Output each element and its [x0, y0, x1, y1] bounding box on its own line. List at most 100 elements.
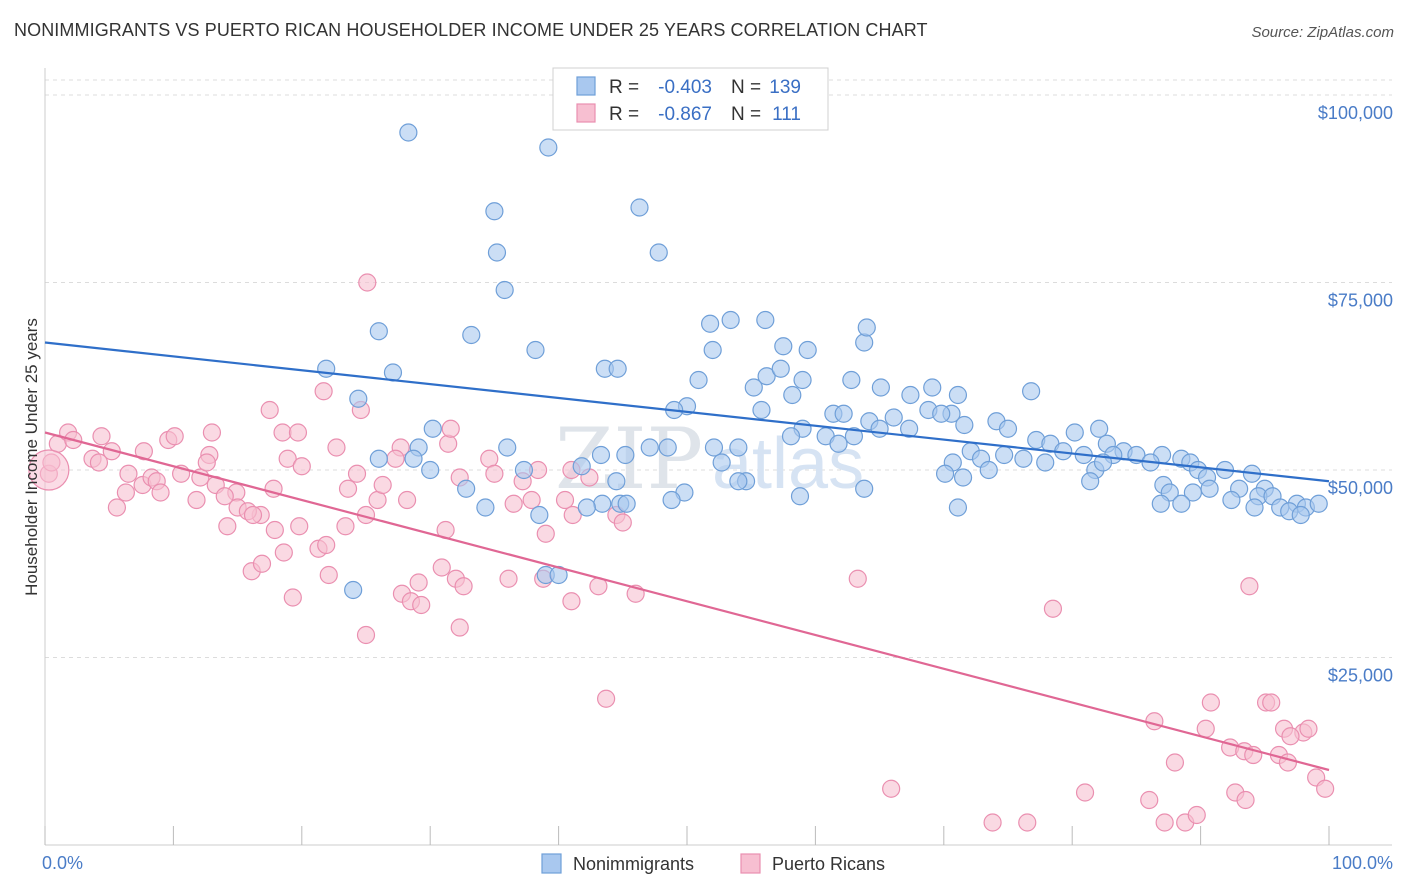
nonimmigrants-point	[640, 438, 659, 457]
nonimmigrants-point	[790, 487, 810, 506]
nonimmigrants-point	[404, 449, 423, 468]
nonimmigrants-point	[793, 370, 812, 390]
puerto-ricans-point	[1299, 719, 1318, 738]
nonimmigrants-point	[498, 438, 517, 457]
nonimmigrants-point	[476, 498, 495, 517]
nonimmigrants-point	[593, 494, 612, 513]
nonimmigrants-point	[1036, 453, 1055, 472]
nonimmigrants-point	[577, 498, 596, 517]
puerto-ricans-point	[439, 434, 458, 453]
legend-n-label: N =	[731, 77, 761, 98]
nonimmigrants-point	[617, 494, 636, 513]
nonimmigrants-point	[649, 243, 668, 262]
bottom-legend-swatch	[541, 853, 562, 874]
nonimmigrants-point	[935, 464, 955, 483]
puerto-ricans-point	[373, 475, 392, 495]
nonimmigrants-points	[317, 123, 1328, 600]
nonimmigrants-point	[829, 434, 848, 453]
legend-r-value: -0.403	[658, 77, 712, 98]
nonimmigrants-point	[1245, 498, 1264, 517]
nonimmigrants-point	[834, 404, 853, 423]
nonimmigrants-point	[1065, 423, 1084, 442]
puerto-ricans-point	[1155, 813, 1174, 832]
y-tick-label: $25,000	[1328, 666, 1393, 686]
nonimmigrants-point	[757, 367, 776, 386]
puerto-ricans-point	[292, 457, 311, 476]
nonimmigrants-point	[1151, 494, 1170, 513]
y-tick-label: $50,000	[1328, 478, 1393, 498]
nonimmigrants-point	[1291, 505, 1310, 525]
puerto-ricans-point	[562, 592, 581, 611]
nonimmigrants-point	[369, 449, 388, 468]
x-tick-label: 0.0%	[42, 853, 83, 873]
puerto-ricans-point	[1196, 719, 1215, 738]
nonimmigrants-point	[1014, 449, 1033, 468]
nonimmigrants-point	[1022, 382, 1041, 401]
nonimmigrants-point	[729, 438, 748, 457]
puerto-ricans-point	[386, 449, 405, 468]
nonimmigrants-point	[953, 468, 973, 487]
puerto-ricans-point	[151, 483, 170, 502]
bottom-legend: Nonimmigrants Puerto Ricans	[541, 853, 885, 874]
puerto-ricans-point	[252, 554, 272, 573]
nonimmigrants-point	[608, 359, 627, 378]
nonimmigrants-point	[462, 325, 481, 345]
puerto-ricans-point	[314, 382, 333, 401]
legend-swatch	[576, 76, 596, 96]
nonimmigrants-point	[884, 408, 903, 427]
nonimmigrants-point	[998, 419, 1018, 438]
nonimmigrants-point	[703, 340, 722, 360]
puerto-ricans-point	[165, 427, 184, 446]
puerto-ricans-point	[536, 524, 555, 543]
puerto-ricans-point	[243, 505, 263, 525]
nonimmigrants-point	[781, 427, 801, 446]
nonimmigrants-point	[495, 280, 514, 300]
nonimmigrants-point	[948, 498, 968, 517]
nonimmigrants-point	[855, 479, 874, 498]
puerto-ricans-point	[412, 595, 431, 615]
puerto-ricans-point	[218, 517, 237, 536]
puerto-ricans-point	[116, 483, 135, 502]
puerto-ricans-point	[338, 479, 358, 498]
puerto-ricans-point	[1187, 805, 1206, 825]
bottom-legend-label: Puerto Ricans	[772, 854, 885, 874]
puerto-ricans-points	[28, 273, 1335, 832]
nonimmigrants-point	[844, 427, 864, 446]
puerto-ricans-point	[347, 464, 367, 483]
puerto-ricans-point	[273, 423, 292, 442]
nonimmigrants-point	[704, 438, 724, 457]
nonimmigrants-point	[530, 505, 549, 525]
nonimmigrants-point	[901, 385, 920, 405]
nonimmigrants-point	[712, 453, 731, 472]
nonimmigrants-point	[1172, 494, 1191, 513]
nonimmigrants-point	[485, 202, 504, 221]
nonimmigrants-point	[423, 419, 442, 438]
legend-n-value: 139	[769, 77, 801, 98]
puerto-ricans-point	[278, 449, 297, 468]
puerto-ricans-point	[1165, 753, 1185, 772]
nonimmigrants-point	[662, 490, 681, 510]
nonimmigrants-point	[783, 385, 802, 405]
puerto-ricans-point	[1140, 790, 1159, 810]
puerto-ricans-point	[450, 618, 469, 637]
nonimmigrants-trend-line	[44, 341, 1330, 483]
puerto-ricans-point	[358, 273, 377, 292]
nonimmigrants-point	[900, 419, 919, 438]
top-legend: R = -0.403 N = 139 R = -0.867 N = 111	[552, 67, 829, 131]
puerto-ricans-point	[1236, 790, 1255, 810]
puerto-ricans-point	[555, 490, 575, 510]
puerto-ricans-point	[983, 813, 1002, 832]
nonimmigrants-point	[870, 419, 889, 438]
puerto-ricans-point	[197, 453, 216, 472]
nonimmigrants-point	[871, 378, 890, 397]
puerto-ricans-point	[1018, 813, 1037, 832]
puerto-ricans-point	[336, 517, 355, 536]
legend-n-value: 111	[772, 104, 801, 125]
nonimmigrants-point	[349, 389, 368, 408]
puerto-ricans-point	[265, 520, 284, 540]
nonimmigrants-point	[1309, 494, 1328, 513]
nonimmigrants-point	[932, 404, 951, 423]
nonimmigrants-point	[658, 438, 677, 457]
puerto-ricans-point	[356, 625, 376, 645]
